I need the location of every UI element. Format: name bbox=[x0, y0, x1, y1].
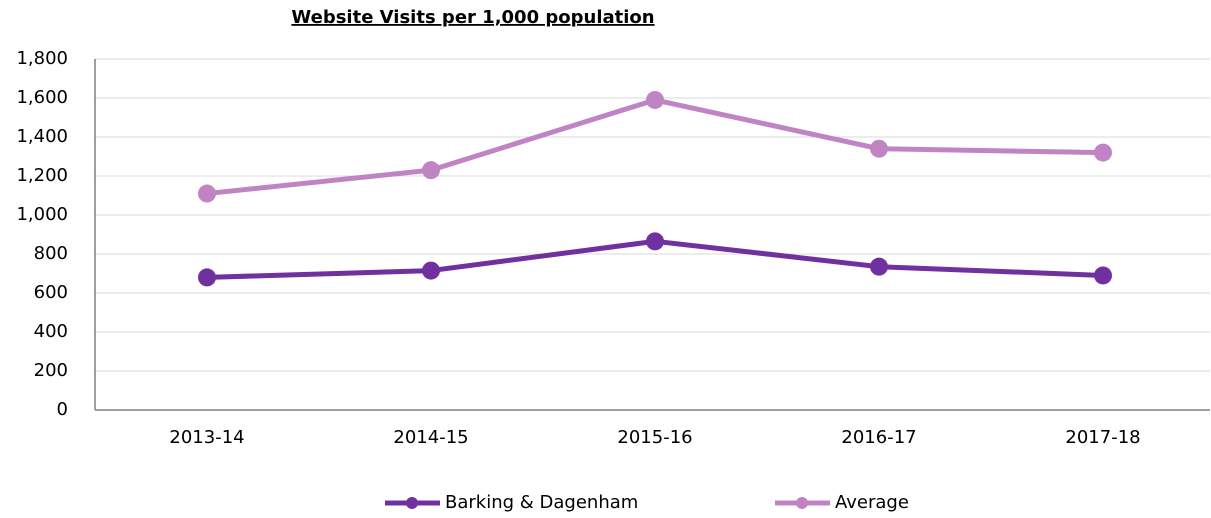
point-marker bbox=[1094, 266, 1112, 285]
x-tick-label: 2015-16 bbox=[617, 427, 692, 448]
point-marker bbox=[422, 261, 440, 280]
point-marker bbox=[198, 184, 216, 203]
point-marker bbox=[1094, 143, 1112, 162]
y-tick-label: 1,200 bbox=[16, 165, 68, 186]
point-marker bbox=[870, 257, 888, 276]
y-tick-label: 0 bbox=[57, 399, 68, 420]
y-tick-label: 400 bbox=[34, 321, 68, 342]
y-tick-label: 600 bbox=[34, 282, 68, 303]
series-line bbox=[206, 97, 1104, 197]
legend-marker bbox=[796, 497, 808, 509]
point-marker bbox=[198, 268, 216, 287]
y-tick-label: 200 bbox=[34, 360, 68, 381]
x-tick-label: 2017-18 bbox=[1065, 427, 1140, 448]
x-tick-label: 2016-17 bbox=[841, 427, 916, 448]
x-tick-label: 2013-14 bbox=[169, 427, 244, 448]
y-tick-label: 1,000 bbox=[16, 204, 68, 225]
legend-label: Barking & Dagenham bbox=[445, 492, 638, 513]
legend-marker bbox=[406, 497, 418, 509]
y-tick-label: 1,400 bbox=[16, 126, 68, 147]
legend-label: Average bbox=[835, 492, 909, 513]
y-tick-label: 800 bbox=[34, 243, 68, 264]
point-marker bbox=[870, 139, 888, 158]
y-tick-label: 1,600 bbox=[16, 87, 68, 108]
point-marker bbox=[422, 161, 440, 180]
point-marker bbox=[646, 90, 664, 109]
chart-title: Website Visits per 1,000 population bbox=[291, 7, 654, 28]
point-marker bbox=[646, 232, 664, 251]
y-tick-label: 1,800 bbox=[16, 48, 68, 69]
x-tick-label: 2014-15 bbox=[393, 427, 468, 448]
